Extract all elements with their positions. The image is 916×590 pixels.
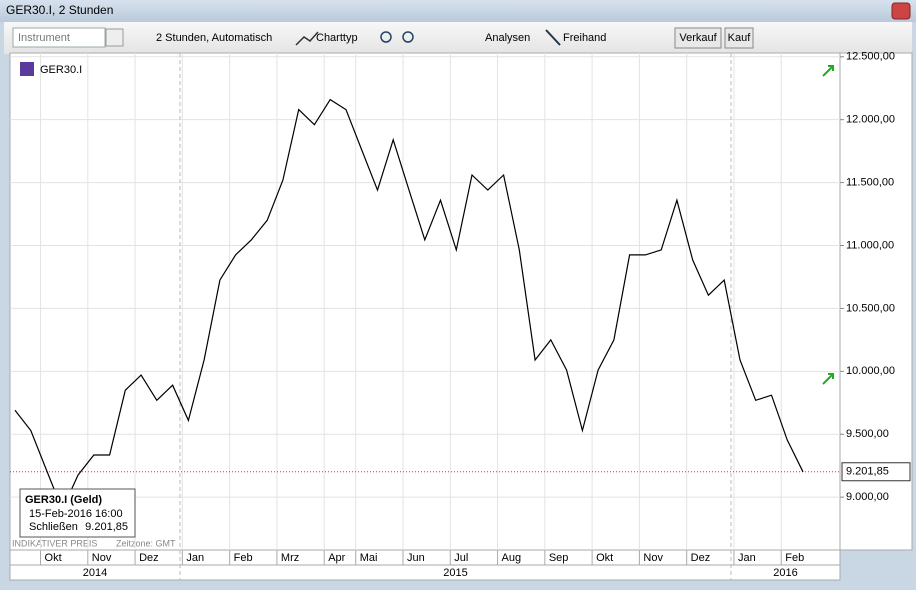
y-tick-label: 12.500,00 — [846, 51, 895, 63]
tooltip-date: 15-Feb-2016 16:00 — [29, 508, 123, 520]
x-tick-label: Mai — [360, 552, 378, 564]
instrument-icon — [20, 62, 34, 76]
x-tick-label: Apr — [328, 552, 345, 564]
year-label: 2015 — [443, 567, 467, 579]
current-price-box — [841, 462, 911, 482]
x-tick-label: Okt — [45, 552, 62, 564]
current-price-label: 9.201,85 — [846, 466, 889, 478]
y-tick-label: 9.500,00 — [846, 428, 889, 440]
y-tick-label: 10.000,00 — [846, 365, 895, 377]
chart-type-icon — [295, 31, 319, 46]
y-tick-label: 12.000,00 — [846, 114, 895, 126]
x-tick-label: Dez — [691, 552, 711, 564]
plot-area — [9, 52, 841, 551]
timezone-note: Zeitzone: GMT — [116, 538, 176, 548]
year-label: 2016 — [773, 567, 797, 579]
analyses-menu[interactable]: Analysen — [485, 32, 530, 44]
x-tick-label: Dez — [139, 552, 159, 564]
instrument-placeholder: Instrument — [18, 32, 70, 44]
freehand-icon — [545, 29, 561, 46]
x-tick-label: Nov — [643, 552, 663, 564]
price-note: INDIKATIVER PREIS — [12, 538, 97, 548]
toolbar — [4, 22, 912, 54]
freehand-menu[interactable]: Freihand — [563, 32, 606, 44]
price-line — [14, 98, 804, 512]
title-bar — [0, 0, 916, 22]
x-tick-label: Jun — [407, 552, 425, 564]
x-tick-label: Sep — [549, 552, 569, 564]
buy-button[interactable] — [724, 27, 754, 49]
y-tick-label: 10.500,00 — [846, 302, 895, 314]
zoom-out[interactable] — [402, 31, 414, 43]
chart-type-menu[interactable]: Charttyp — [316, 32, 358, 44]
x-tick-label: Aug — [502, 552, 522, 564]
up-arrow-icon — [822, 65, 834, 77]
x-tick-label: Jul — [454, 552, 468, 564]
sell-button[interactable] — [674, 27, 722, 49]
buy-label: Kauf — [728, 32, 752, 44]
y-tick-label: 9.000,00 — [846, 491, 889, 503]
x-tick-label: Feb — [785, 552, 804, 564]
x-tick-label: Nov — [92, 552, 112, 564]
legend-label: GER30.I — [40, 64, 82, 76]
x-tick-label: Jan — [186, 552, 204, 564]
year-label: 2014 — [83, 567, 107, 579]
instrument-input[interactable] — [12, 27, 106, 48]
x-tick-label: Jan — [738, 552, 756, 564]
lookup-button[interactable] — [105, 28, 124, 47]
window-title: GER30.I, 2 Stunden — [6, 3, 113, 17]
x-tick-label: Mrz — [281, 552, 299, 564]
close-button[interactable] — [891, 2, 911, 20]
tooltip-title: GER30.I (Geld) — [25, 494, 102, 506]
x-tick-label: Feb — [234, 552, 253, 564]
y-tick-label: 11.500,00 — [846, 177, 894, 189]
tooltip-field: Schließen — [29, 521, 78, 533]
up-arrow-icon — [822, 373, 834, 385]
sell-label: Verkauf — [679, 32, 717, 44]
tooltip — [19, 488, 136, 538]
y-tick-label: 11.000,00 — [846, 239, 894, 251]
x-tick-label: Okt — [596, 552, 613, 564]
interval-menu[interactable]: 2 Stunden, Automatisch — [156, 32, 272, 44]
tooltip-value: 9.201,85 — [85, 521, 128, 533]
zoom-in[interactable] — [380, 31, 392, 43]
